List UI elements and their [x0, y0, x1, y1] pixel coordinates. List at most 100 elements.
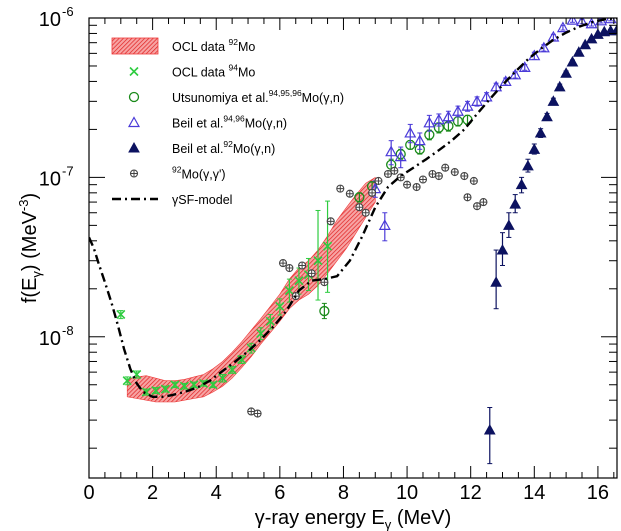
data-point [368, 188, 377, 197]
data-point [522, 158, 534, 173]
data-point [298, 261, 307, 270]
data-point [547, 95, 560, 106]
data-point [479, 198, 488, 207]
data-point [285, 263, 294, 273]
plot-frame [88, 17, 618, 479]
data-point [265, 313, 275, 330]
y-tick-label: 10 [39, 9, 61, 31]
data-point [361, 208, 370, 217]
legend-item-beil9496: Beil et al.94,96Mo(γ,n) [127, 114, 287, 131]
data-point [278, 259, 288, 268]
x-tick-label: 14 [523, 482, 545, 504]
x-tick-label: 16 [587, 482, 609, 504]
series-mogg [247, 163, 488, 418]
data-point [404, 123, 417, 144]
data-point [413, 132, 426, 150]
legend-label: OCL data 94Mo [172, 63, 255, 80]
data-point [585, 32, 598, 44]
legend-item-model: γSF-model [112, 193, 232, 207]
data-point [560, 67, 572, 78]
x-tick-label: 2 [147, 482, 158, 504]
data-point [345, 189, 354, 198]
data-point [566, 55, 579, 67]
data-point [480, 90, 493, 102]
data-point [518, 61, 531, 72]
data-point [423, 114, 436, 132]
data-point [385, 140, 398, 166]
data-point [418, 175, 428, 184]
data-point [611, 24, 617, 35]
data-point [326, 217, 335, 226]
data-point [509, 68, 522, 80]
data-point [483, 406, 496, 465]
legend-label: OCL data 92Mo [172, 37, 255, 54]
data-point [509, 194, 522, 214]
data-point [472, 202, 482, 211]
data-point [566, 18, 579, 25]
data-point [452, 116, 464, 127]
x-tick-label: 8 [338, 482, 349, 504]
data-point [394, 146, 407, 169]
series-band-ocl92 [126, 176, 376, 403]
legend-item-utsu: Utsunomiya et al.94,95,96Mo(γ,n) [128, 88, 344, 105]
legend: OCL data 92Mo OCL data 94Mo Utsunomiya et … [111, 37, 344, 207]
data-point [434, 171, 443, 181]
data-point [116, 309, 126, 320]
data-point [490, 249, 502, 310]
data-point [572, 46, 585, 57]
legend-label: 92Mo(γ,γ') [172, 165, 226, 182]
data-point [170, 380, 180, 390]
data-point [132, 369, 142, 380]
data-point [160, 384, 170, 394]
data-point [374, 176, 383, 185]
legend-label: Beil et al.94,96Mo(γ,n) [172, 114, 287, 131]
x-tick-label: 0 [83, 482, 94, 504]
data-point [534, 126, 547, 138]
data-point [461, 99, 474, 112]
y-tick-label: 10 [39, 328, 61, 350]
y-tick-exponent: -6 [62, 4, 74, 19]
data-point [451, 105, 464, 118]
data-point [460, 171, 469, 181]
data-point [412, 182, 421, 192]
data-point [441, 163, 450, 172]
series-model-curve [89, 18, 617, 398]
legend-label: Utsunomiya et al.94,95,96Mo(γ,n) [172, 88, 344, 105]
data-point [463, 193, 472, 202]
data-point [515, 176, 528, 194]
data-point [336, 184, 345, 193]
data-point [313, 209, 323, 301]
legend-item-band: OCL data 92Mo [111, 37, 255, 55]
data-point [383, 169, 393, 179]
data-point [319, 302, 330, 320]
x-tick-label: 6 [274, 482, 285, 504]
data-point [496, 232, 509, 267]
data-point [354, 192, 365, 203]
data-point [541, 110, 553, 122]
y-tick-label: 10 [39, 168, 61, 190]
data-point [403, 180, 412, 189]
data-point [218, 373, 228, 383]
data-point [253, 409, 262, 418]
data-point [585, 18, 598, 29]
data-point [390, 166, 399, 175]
y-axis-title: f(Eγ) (MeV-3) [16, 193, 44, 303]
legend-label: Beil et al.92Mo(γ,n) [172, 139, 275, 156]
data-point [141, 387, 151, 397]
data-point [208, 380, 218, 390]
legend-item-mogg: 92Mo(γ,γ') [129, 165, 226, 182]
y-tick-exponent: -8 [62, 323, 74, 338]
x-tick-label: 4 [211, 482, 222, 504]
data-point [307, 269, 316, 278]
data-point [553, 80, 566, 92]
data-point [355, 203, 364, 212]
legend-item-ocl94: OCL data 94Mo [129, 63, 255, 80]
legend-label: γSF-model [172, 193, 232, 207]
data-point [490, 80, 503, 92]
data-point [432, 113, 445, 127]
data-point [275, 298, 285, 316]
legend-item-beil92: Beil et al.92Mo(γ,n) [128, 139, 275, 156]
x-tick-label: 10 [396, 482, 418, 504]
x-tick-label: 12 [460, 482, 482, 504]
